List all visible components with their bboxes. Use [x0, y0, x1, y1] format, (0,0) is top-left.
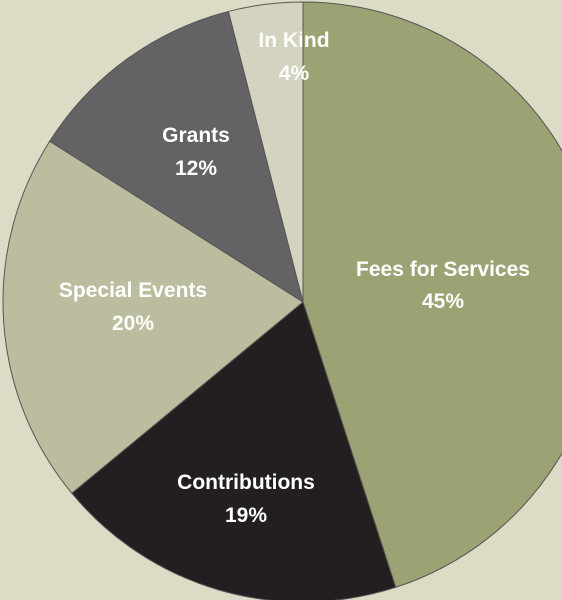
slice-label: Contributions	[177, 471, 315, 494]
slice-value-label: 19%	[225, 504, 267, 527]
pie-labels: Fees for Services 45% Contributions 19% Spec…	[59, 29, 530, 527]
slice-value-label: 20%	[112, 312, 154, 335]
slice-value-label: 4%	[279, 62, 310, 85]
slice-label: Special Events	[59, 279, 207, 302]
slice-label: In Kind	[258, 29, 329, 52]
slice-label: Grants	[162, 124, 230, 147]
pie-slice-grants	[49, 10, 304, 304]
pie-slice-contributions	[71, 301, 397, 600]
slice-value-label: 45%	[422, 290, 464, 313]
pie-slice-in-kind	[227, 1, 304, 303]
pie-slice-special-events	[2, 140, 304, 494]
pie-slice-fees-for-services	[302, 1, 562, 588]
slice-label: Fees for Services	[356, 258, 530, 281]
slice-value-label: 12%	[175, 157, 217, 180]
